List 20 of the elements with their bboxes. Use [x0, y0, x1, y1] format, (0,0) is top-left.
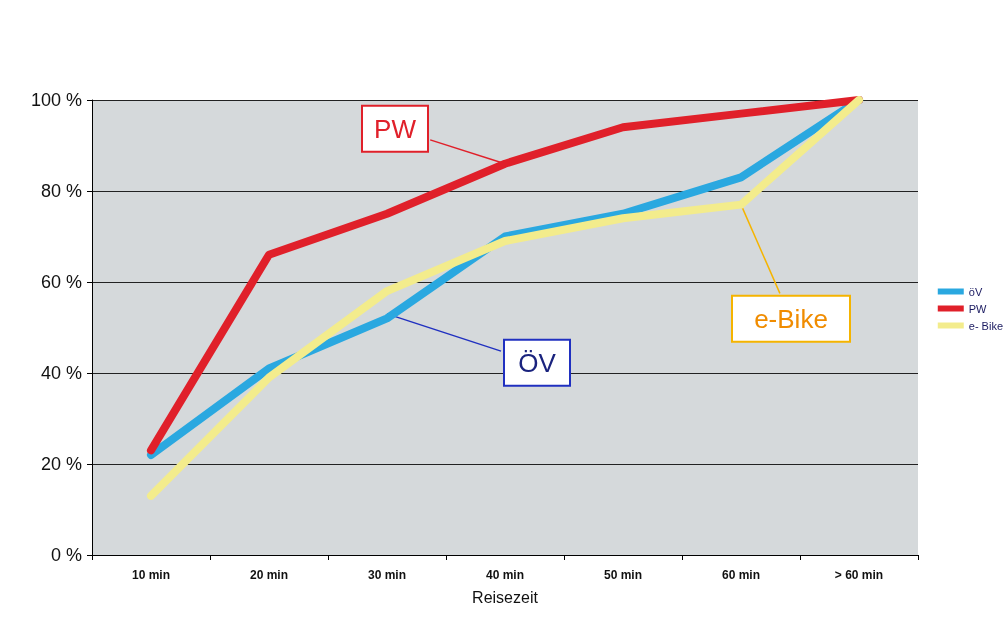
y-tick-label: 60 %: [40, 272, 82, 292]
y-tick-label: 40 %: [40, 363, 82, 383]
x-tick-label: 40 min: [485, 568, 525, 582]
x-tick-label: 20 min: [249, 568, 289, 582]
x-axis-title: Reisezeit: [472, 588, 539, 606]
x-tick-label: > 60 min: [834, 568, 884, 582]
x-tick-label: 30 min: [367, 568, 407, 582]
y-tick-label: 0 %: [50, 545, 82, 565]
y-tick-label: 100 %: [30, 90, 82, 110]
y-tick-label: 20 %: [40, 454, 82, 474]
x-tick-label: 50 min: [603, 568, 643, 582]
legend-label: öV: [968, 285, 983, 298]
legend-label: PW: [968, 302, 988, 315]
x-tick-label: 10 min: [131, 568, 171, 582]
annotation: PW: [374, 113, 417, 144]
x-tick-label: 60 min: [721, 568, 761, 582]
y-tick-label: 80 %: [40, 181, 82, 201]
annotation: ÖV: [518, 347, 557, 378]
annotation: e-Bike: [754, 303, 828, 334]
legend-label: e- Bike: [968, 319, 1004, 332]
